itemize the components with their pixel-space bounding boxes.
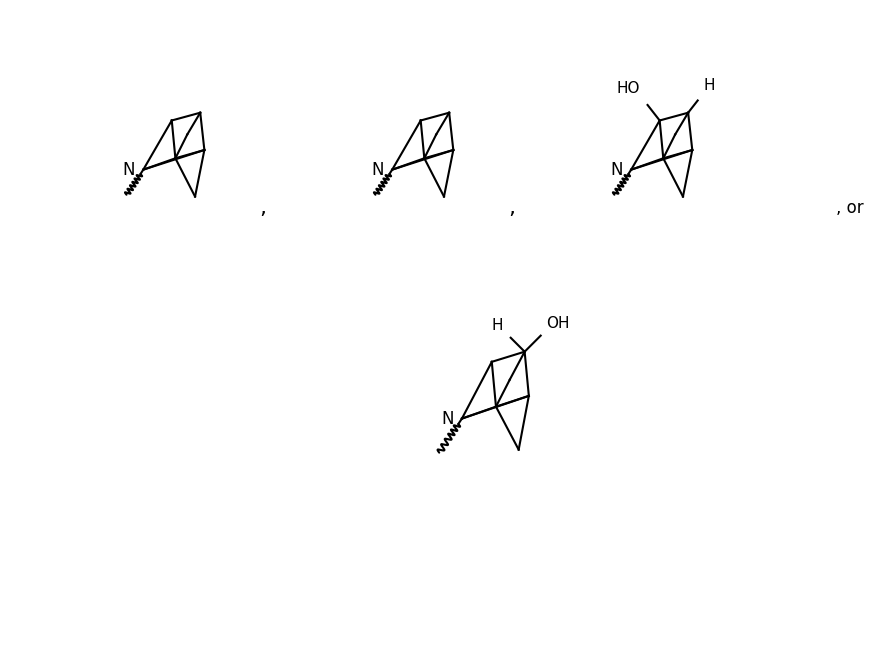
Text: OH: OH	[545, 315, 569, 330]
Text: N: N	[372, 161, 385, 178]
Text: H: H	[492, 318, 503, 333]
Text: , or: , or	[836, 199, 864, 217]
Text: H: H	[704, 79, 715, 93]
Text: ,: ,	[508, 197, 515, 217]
Text: N: N	[611, 161, 623, 178]
Text: N: N	[123, 161, 135, 178]
Text: ,: ,	[259, 197, 266, 217]
Text: HO: HO	[616, 81, 640, 96]
Text: N: N	[441, 410, 454, 428]
